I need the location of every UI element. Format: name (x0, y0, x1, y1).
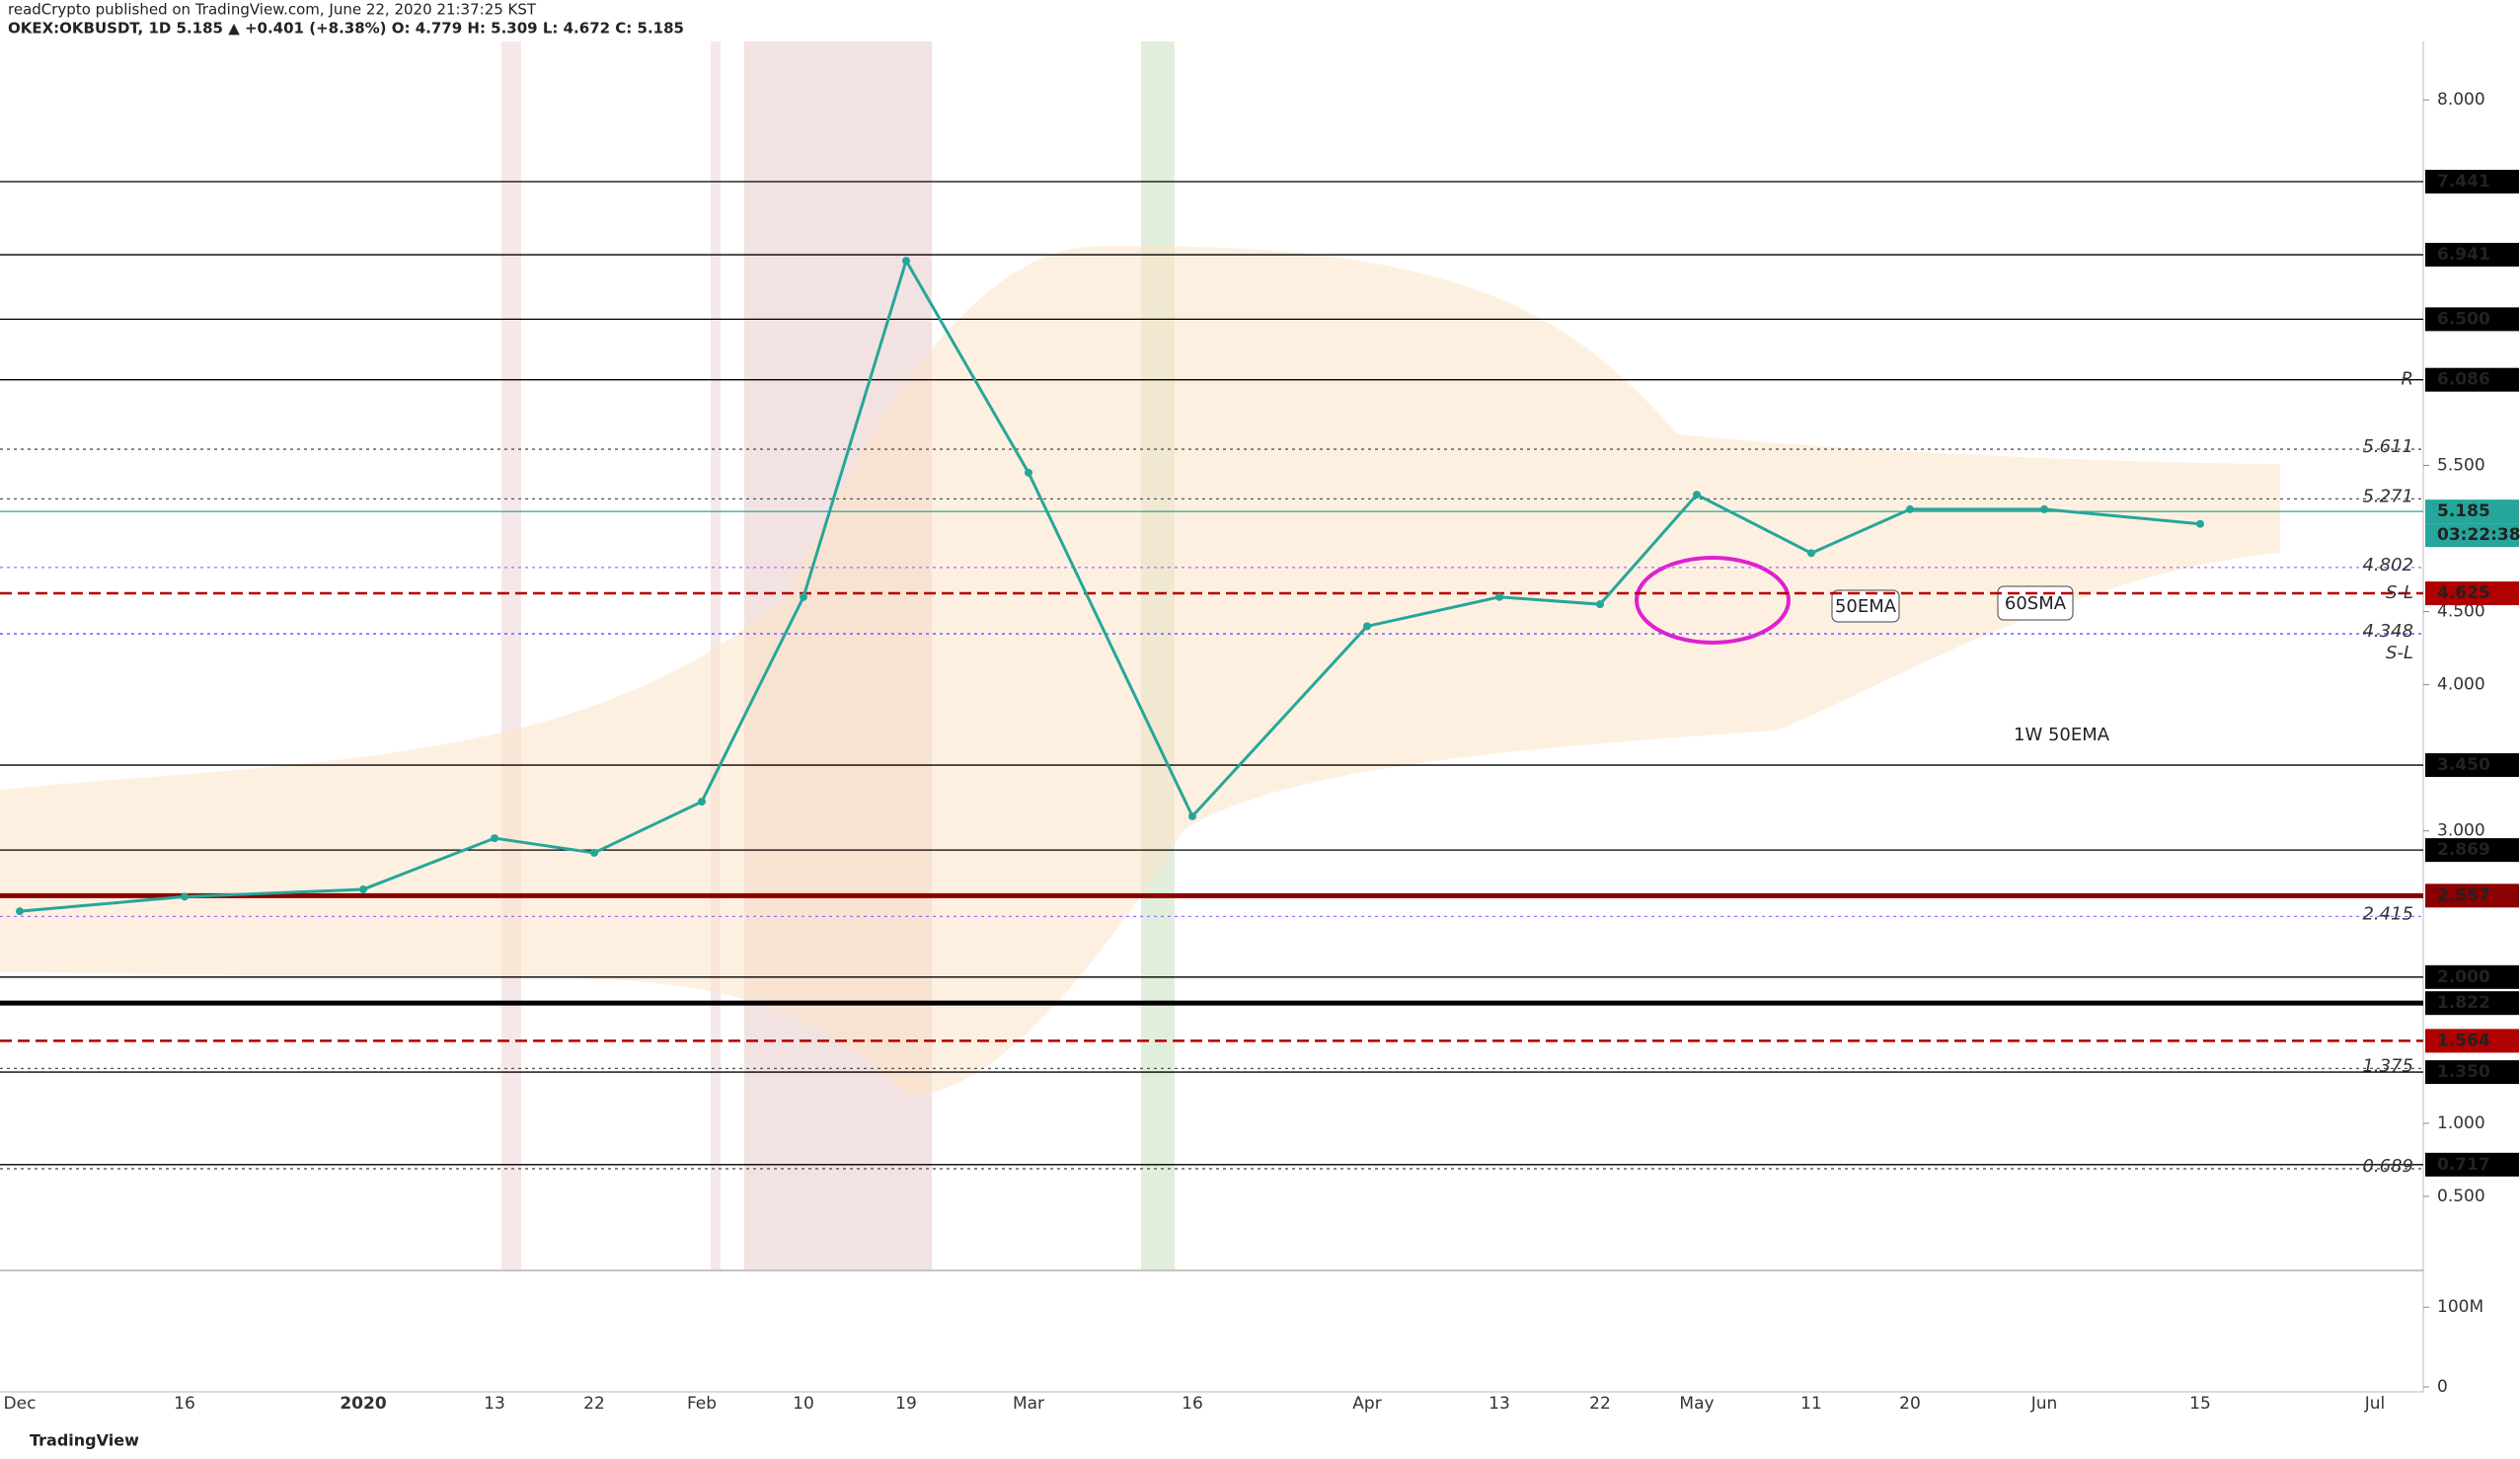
price-point (1495, 592, 1503, 601)
price-label-box (2425, 581, 2519, 606)
price-point (698, 798, 706, 806)
price-label-box (2425, 1060, 2519, 1085)
price-point (902, 257, 910, 266)
price-label-box (2425, 170, 2519, 194)
price-label: 4.625 (2437, 583, 2490, 603)
y-tick-label: 3.000 (2437, 821, 2485, 841)
x-tick-label: 19 (895, 1394, 917, 1414)
annotation: 1W 50EMA (2014, 725, 2110, 745)
price-label-box (2425, 243, 2519, 268)
level-label: 4.348 (2362, 621, 2413, 642)
price-label: 5.185 (2437, 501, 2490, 521)
x-tick-label: Jun (2030, 1394, 2058, 1414)
level-tag: S-L (2386, 582, 2413, 603)
footer-logo: TradingView (30, 1431, 139, 1450)
volume-tick-label: 100M (2437, 1297, 2483, 1317)
y-tick-label: 4.000 (2437, 675, 2485, 695)
price-label: 1.350 (2437, 1062, 2490, 1082)
level-tag: R (2401, 369, 2413, 390)
price-label: 6.086 (2437, 370, 2490, 390)
x-tick-label: 10 (793, 1394, 814, 1414)
price-point (1025, 468, 1032, 477)
y-tick-label: 4.500 (2437, 602, 2485, 622)
price-point (1807, 549, 1815, 558)
price-label: 0.717 (2437, 1155, 2490, 1175)
level-label: 4.802 (2362, 555, 2413, 576)
x-tick-label: Mar (1013, 1394, 1044, 1414)
price-point (1363, 622, 1371, 631)
x-tick-label: Feb (687, 1394, 717, 1414)
cloud (0, 246, 2280, 1096)
price-label-box (2425, 991, 2519, 1016)
price-point (1906, 504, 1914, 513)
highlight-band (501, 41, 521, 1269)
price-label: 2.000 (2437, 967, 2490, 987)
price-point (800, 592, 807, 601)
y-tick-label: 5.500 (2437, 455, 2485, 475)
symbol-info: OKEX:OKBUSDT, 1D 5.185 ▲ +0.401 (+8.38%)… (8, 20, 684, 38)
price-label-box (2425, 964, 2519, 989)
price-point (181, 892, 189, 901)
x-tick-label: 13 (1489, 1394, 1510, 1414)
price-label: 7.441 (2437, 172, 2490, 192)
level-label: 5.271 (2362, 486, 2413, 506)
price-label-box (2425, 753, 2519, 778)
annotation-box (1831, 589, 1900, 623)
y-tick-label: 0.500 (2437, 1187, 2485, 1206)
price-label: 6.941 (2437, 245, 2490, 265)
price-label: 2.869 (2437, 840, 2490, 860)
volume-tick-label: 0 (2437, 1377, 2448, 1397)
price-point (1693, 491, 1701, 499)
price-label: 1.822 (2437, 993, 2490, 1013)
x-tick-label: 16 (1182, 1394, 1203, 1414)
level-label: 5.611 (2362, 436, 2413, 457)
price-label: 3.450 (2437, 755, 2490, 775)
price-point (1596, 600, 1604, 609)
price-label: 1.564 (2437, 1031, 2490, 1050)
countdown-box (2425, 523, 2519, 548)
x-tick-label: Apr (1352, 1394, 1381, 1414)
level-tag: S-L (2386, 643, 2413, 663)
x-tick-label: 20 (1899, 1394, 1921, 1414)
level-label: 0.689 (2362, 1156, 2413, 1177)
level-label: 2.415 (2362, 903, 2413, 924)
x-tick-label: 22 (1589, 1394, 1611, 1414)
price-point (491, 834, 498, 843)
x-tick-label: Dec (4, 1394, 37, 1414)
price-point (2196, 519, 2204, 528)
price-label: 2.557 (2437, 885, 2490, 905)
x-tick-label: 13 (484, 1394, 505, 1414)
x-tick-label: 15 (2189, 1394, 2211, 1414)
price-label-box (2425, 1029, 2519, 1053)
countdown: 03:22:38 (2437, 525, 2520, 545)
x-tick-label: 2020 (340, 1394, 386, 1414)
x-tick-label: 22 (583, 1394, 605, 1414)
price-label-box (2425, 367, 2519, 392)
x-tick-label: Jul (2364, 1394, 2386, 1414)
price-point (1188, 811, 1196, 820)
y-tick-label: 1.000 (2437, 1113, 2485, 1133)
price-label-box (2425, 1152, 2519, 1177)
price-label-box (2425, 499, 2519, 524)
price-label-box (2425, 838, 2519, 863)
price-point (359, 884, 367, 893)
price-label: 6.500 (2437, 309, 2490, 329)
price-point (16, 907, 24, 916)
price-label-box (2425, 307, 2519, 332)
publish-info: readCrypto published on TradingView.com,… (8, 1, 537, 19)
price-label-box (2425, 883, 2519, 908)
highlight-circle (1635, 556, 1791, 645)
price-line (19, 257, 2201, 913)
level-label: 1.375 (2362, 1055, 2413, 1076)
x-tick-label: 11 (1800, 1394, 1822, 1414)
price-point (2040, 504, 2048, 513)
price-point (590, 848, 598, 857)
annotation: 60SMA (2005, 593, 2067, 614)
annotation-box (1997, 585, 2074, 621)
x-tick-label: 16 (174, 1394, 195, 1414)
annotation: 50EMA (1835, 596, 1897, 617)
y-tick-label: 8.000 (2437, 90, 2485, 110)
x-tick-label: May (1679, 1394, 1714, 1414)
